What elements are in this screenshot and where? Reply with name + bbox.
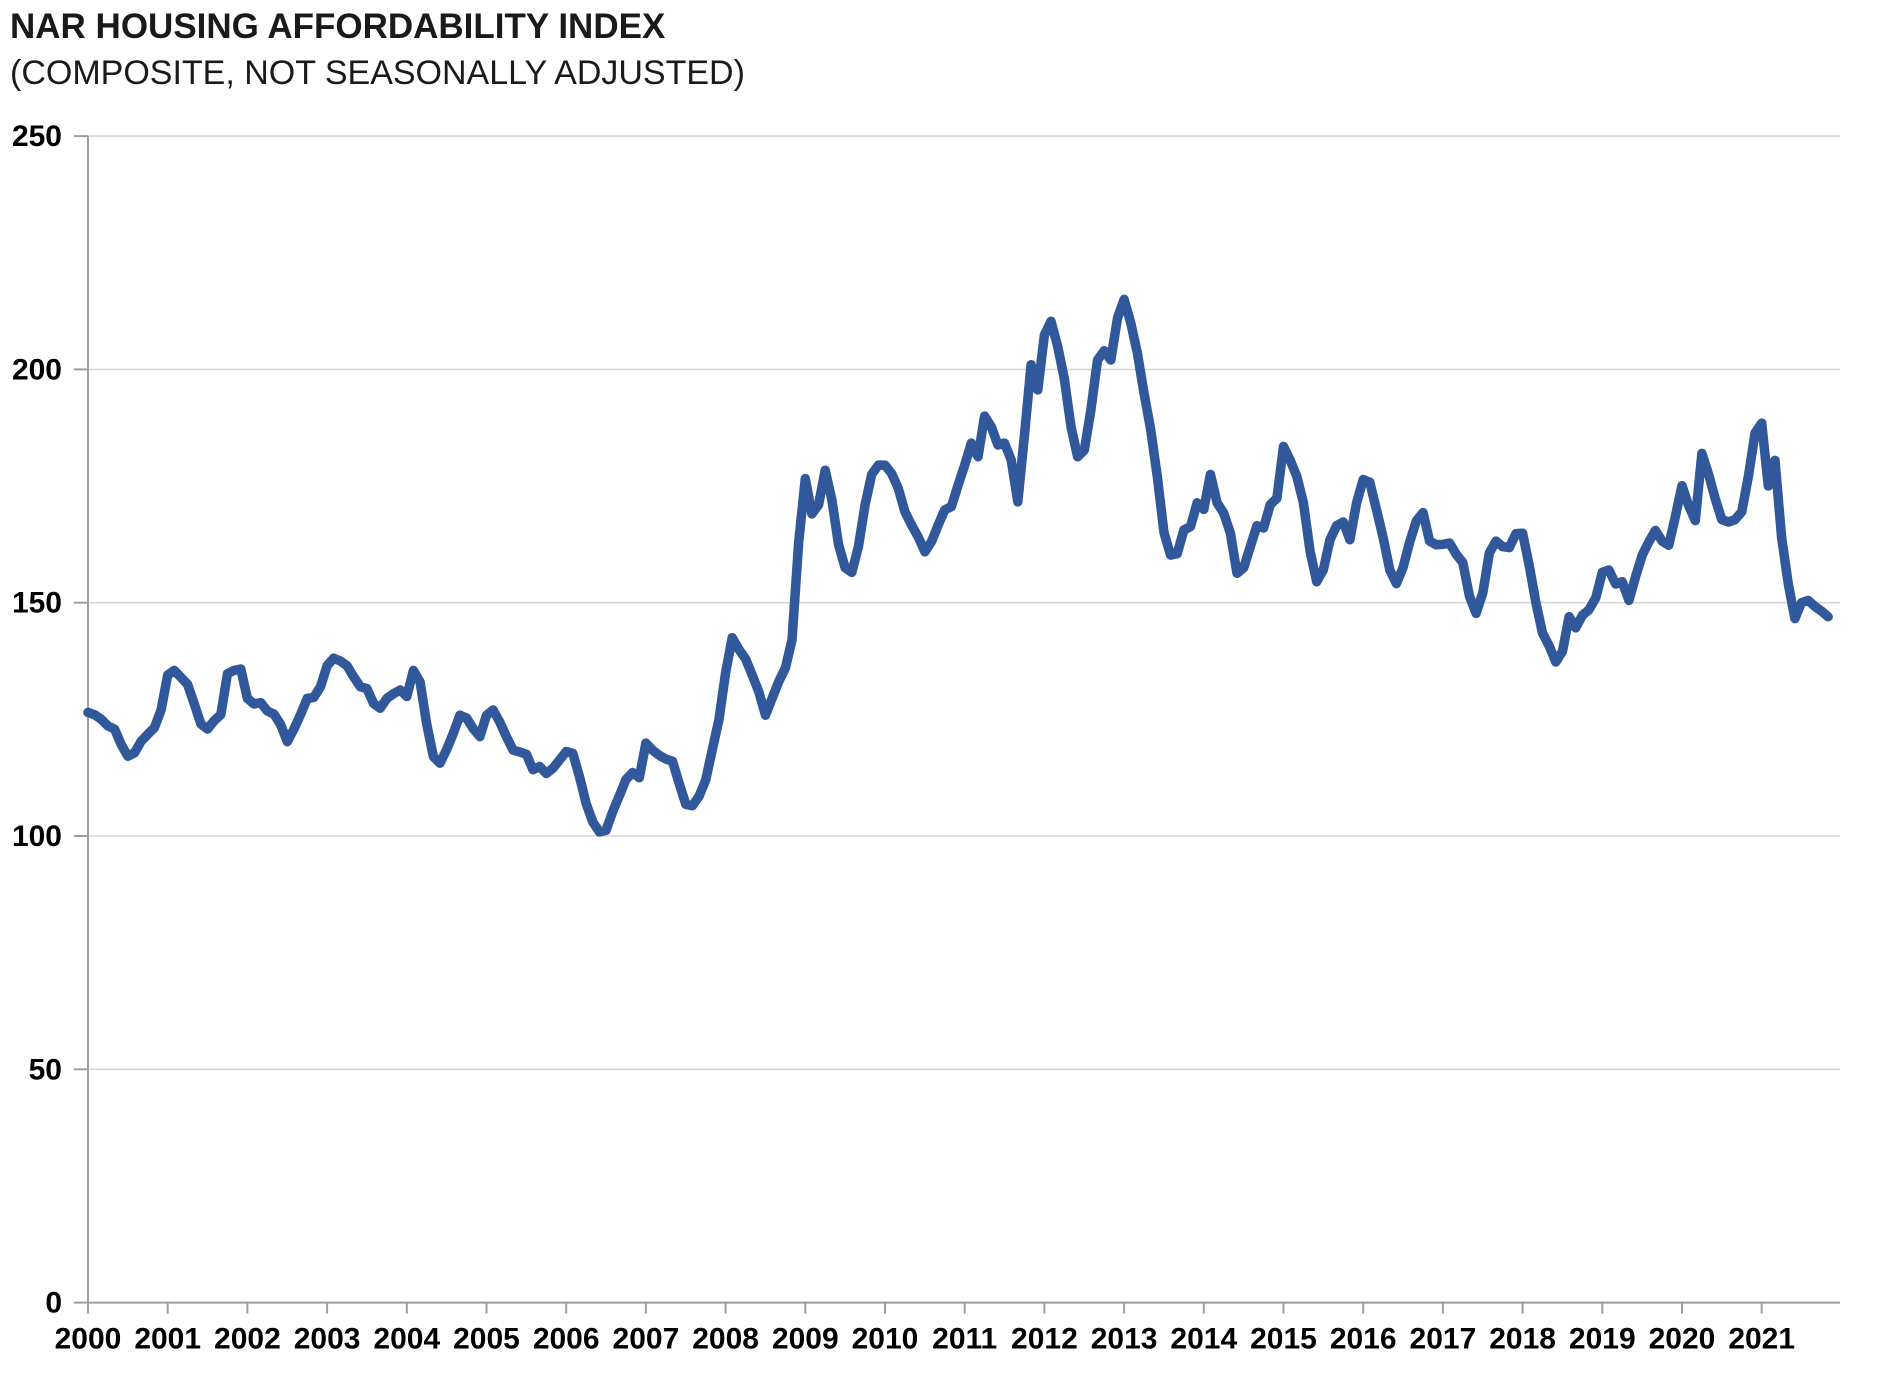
chart-title: NAR HOUSING AFFORDABILITY INDEX bbox=[10, 7, 666, 46]
x-tick-label: 2021 bbox=[1728, 1323, 1795, 1356]
x-tick-label: 2019 bbox=[1569, 1323, 1636, 1356]
y-tick-label: 0 bbox=[45, 1287, 62, 1320]
data-line-composite-hai bbox=[83, 294, 1833, 837]
x-tick-label: 2002 bbox=[214, 1323, 281, 1356]
x-tick-label: 2009 bbox=[772, 1323, 839, 1356]
x-tick-label: 2008 bbox=[692, 1323, 759, 1356]
x-tick-label: 2006 bbox=[533, 1323, 600, 1356]
y-tick-label: 50 bbox=[29, 1053, 62, 1086]
x-tick-label: 2003 bbox=[294, 1323, 361, 1356]
x-tick-label: 2020 bbox=[1649, 1323, 1716, 1356]
x-tick-label: 2005 bbox=[453, 1323, 520, 1356]
x-tick-label: 2004 bbox=[373, 1323, 440, 1356]
x-tick-label: 2014 bbox=[1170, 1323, 1237, 1356]
x-tick-label: 2013 bbox=[1091, 1323, 1158, 1356]
x-tick-label: 2001 bbox=[134, 1323, 201, 1356]
y-tick-label: 100 bbox=[12, 820, 62, 853]
y-tick-label: 200 bbox=[12, 353, 62, 386]
title-block: NAR HOUSING AFFORDABILITY INDEX (COMPOSI… bbox=[10, 4, 745, 95]
x-tick-label: 2010 bbox=[852, 1323, 919, 1356]
chart-subtitle: (COMPOSITE, NOT SEASONALLY ADJUSTED) bbox=[10, 53, 745, 92]
x-tick-label: 2007 bbox=[613, 1323, 680, 1356]
x-tick-label: 2011 bbox=[932, 1323, 997, 1356]
y-tick-label: 150 bbox=[12, 587, 62, 620]
x-tick-label: 2018 bbox=[1489, 1323, 1556, 1356]
x-tick-label: 2000 bbox=[55, 1323, 122, 1356]
x-tick-label: 2017 bbox=[1410, 1323, 1477, 1356]
x-tick-label: 2012 bbox=[1011, 1323, 1078, 1356]
x-tick-label: 2016 bbox=[1330, 1323, 1397, 1356]
x-tick-label: 2015 bbox=[1250, 1323, 1317, 1356]
y-tick-label: 250 bbox=[12, 120, 62, 153]
